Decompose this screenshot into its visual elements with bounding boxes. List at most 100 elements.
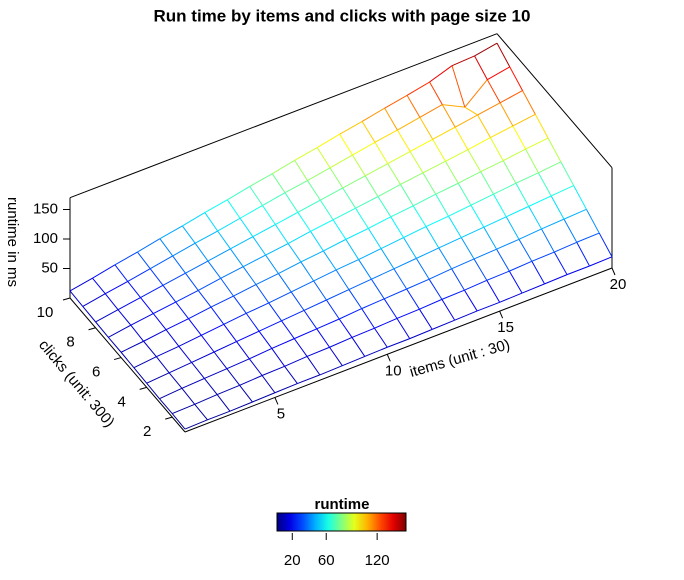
x-tick	[611, 267, 616, 276]
surface-segment	[271, 173, 286, 194]
surface-segment	[419, 117, 434, 140]
surface-segment	[387, 151, 411, 165]
surface-segment	[512, 125, 527, 150]
surface-segment	[470, 204, 485, 228]
surface-segment	[348, 278, 372, 291]
surface-segment	[502, 148, 526, 162]
surface-segment	[204, 212, 219, 232]
surface-segment	[149, 268, 164, 286]
surface-segment	[339, 133, 353, 156]
surface-segment	[245, 313, 260, 332]
surface-segment	[487, 66, 511, 81]
surface-segment	[127, 268, 151, 282]
surface-segment	[316, 133, 340, 149]
surface-segment	[345, 239, 360, 260]
surface-segment	[486, 79, 501, 104]
surface-segment	[229, 401, 253, 412]
surface-segment	[454, 114, 478, 128]
surface-segment	[159, 387, 183, 400]
surface-segment	[451, 55, 475, 67]
surface-segment	[165, 329, 180, 347]
surface-segment	[429, 65, 453, 83]
surface-segment	[474, 42, 498, 57]
surface-segment	[544, 274, 568, 285]
surface-segment	[419, 104, 443, 118]
surface-segment	[236, 341, 250, 360]
surface-segment	[528, 195, 552, 207]
surface-segment	[213, 341, 237, 353]
surface-segment	[297, 199, 321, 213]
surface-segment	[287, 243, 302, 263]
surface-segment	[153, 301, 176, 315]
surface-segment	[451, 268, 465, 291]
surface-segment	[473, 258, 488, 281]
surface-segment	[457, 182, 472, 206]
y-tick-label: 4	[117, 393, 125, 410]
surface-segment	[553, 251, 568, 275]
surface-segment	[127, 281, 141, 298]
surface-segment	[105, 281, 128, 295]
surface-segment	[239, 375, 263, 386]
surface-segment	[223, 324, 237, 342]
chart-title: Run time by items and clicks with page s…	[154, 6, 531, 25]
surface-segment	[306, 356, 321, 376]
surface-segment	[226, 368, 241, 386]
surface-segment	[248, 358, 263, 376]
surface-segment	[509, 66, 523, 91]
surface-segment	[172, 242, 196, 257]
surface-segment	[352, 154, 366, 177]
surface-segment	[233, 284, 257, 297]
surface-segment	[365, 163, 388, 177]
surface-segment	[428, 278, 443, 300]
box-edge	[69, 33, 498, 199]
surface-segment	[230, 236, 254, 250]
surface-segment	[258, 330, 273, 349]
surface-segment	[268, 291, 292, 304]
surface-segment	[441, 289, 465, 300]
surface-segment	[413, 193, 436, 207]
surface-segment	[541, 228, 555, 253]
surface-segment	[322, 250, 337, 271]
surface-segment	[397, 116, 421, 131]
surface-segment	[406, 81, 430, 96]
surface-segment	[367, 228, 382, 249]
surface-segment	[445, 149, 469, 162]
surface-segment	[201, 323, 225, 336]
surface-segment	[380, 237, 404, 250]
surface-segment	[172, 403, 195, 415]
surface-segment	[361, 298, 385, 310]
surface-segment	[483, 216, 507, 228]
surface-segment	[162, 285, 177, 303]
surface-segment	[178, 346, 193, 363]
surface-segment	[294, 147, 318, 161]
surface-segment	[396, 318, 411, 339]
surface-segment	[518, 228, 542, 240]
surface-segment	[261, 375, 276, 394]
surface-segment	[586, 209, 600, 234]
surface-segment	[175, 289, 199, 303]
surface-segment	[92, 264, 116, 279]
colorbar-title: runtime	[314, 496, 369, 513]
box-edge	[69, 297, 186, 433]
surface-segment	[262, 192, 286, 206]
surface-segment	[197, 290, 212, 308]
surface-segment	[428, 268, 452, 280]
surface-segment	[69, 277, 93, 292]
surface-segment	[576, 242, 590, 267]
surface-segment	[361, 121, 376, 143]
surface-segment	[422, 172, 437, 195]
surface-segment	[249, 347, 273, 360]
surface-segment	[319, 199, 334, 221]
surface-segment	[162, 272, 186, 286]
surface-segment	[525, 137, 549, 150]
surface-segment	[390, 216, 404, 238]
surface-segment	[281, 309, 305, 322]
surface-segment	[152, 313, 167, 330]
surface-segment	[374, 327, 388, 348]
surface-segment	[316, 328, 330, 348]
surface-segment	[242, 254, 266, 268]
surface-segment	[358, 248, 382, 261]
surface-segment	[442, 104, 465, 108]
surface-segment	[326, 289, 350, 301]
surface-segment	[229, 248, 244, 267]
